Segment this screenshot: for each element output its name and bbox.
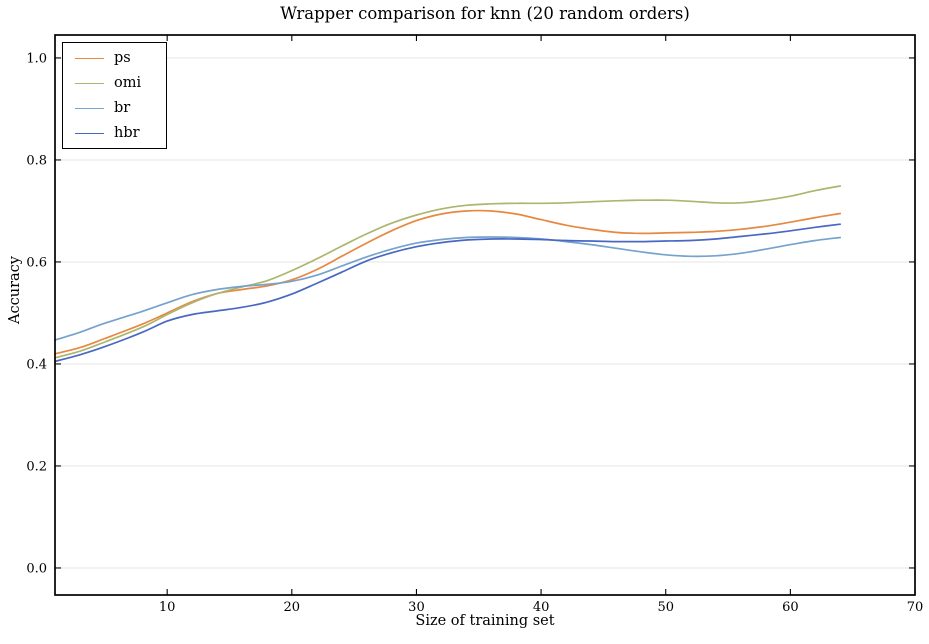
omi-line-swatch-icon [75,83,104,84]
hbr-line-swatch-icon [75,133,104,134]
series-line-omi [54,185,842,359]
legend: ps omi br hbr [62,42,167,149]
x-tick-label: 40 [533,600,550,615]
x-axis-label: Size of training set [415,613,555,629]
legend-label-br: br [114,100,131,117]
legend-label-ps: ps [114,50,131,67]
x-tick-label: 50 [657,600,674,615]
y-tick-label: 0.0 [26,561,47,576]
axes-frame [54,34,916,596]
y-tick-label: 1.0 [26,51,47,66]
x-tick-label: 10 [159,600,176,615]
y-tick-label: 0.8 [26,153,47,168]
legend-item-hbr: hbr [63,121,166,146]
legend-label-omi: omi [114,75,142,92]
legend-item-ps: ps [63,46,166,71]
x-tick-label: 20 [284,600,301,615]
ps-line-swatch-icon [75,58,104,59]
y-tick-label: 0.2 [26,459,47,474]
series-line-hbr [54,223,842,363]
x-tick-label: 70 [907,600,924,615]
br-line-swatch-icon [75,108,104,109]
y-axis-label: Accuracy [7,256,23,324]
legend-label-hbr: hbr [114,125,140,142]
x-tick-label: 60 [782,600,799,615]
y-tick-label: 0.6 [26,255,47,270]
series-line-br [54,236,842,341]
legend-item-br: br [63,96,166,121]
series-line-ps [54,209,842,355]
y-tick-label: 0.4 [26,357,47,372]
x-tick-label: 30 [408,600,425,615]
chart-title: Wrapper comparison for knn (20 random or… [280,4,690,23]
legend-item-omi: omi [63,71,166,96]
